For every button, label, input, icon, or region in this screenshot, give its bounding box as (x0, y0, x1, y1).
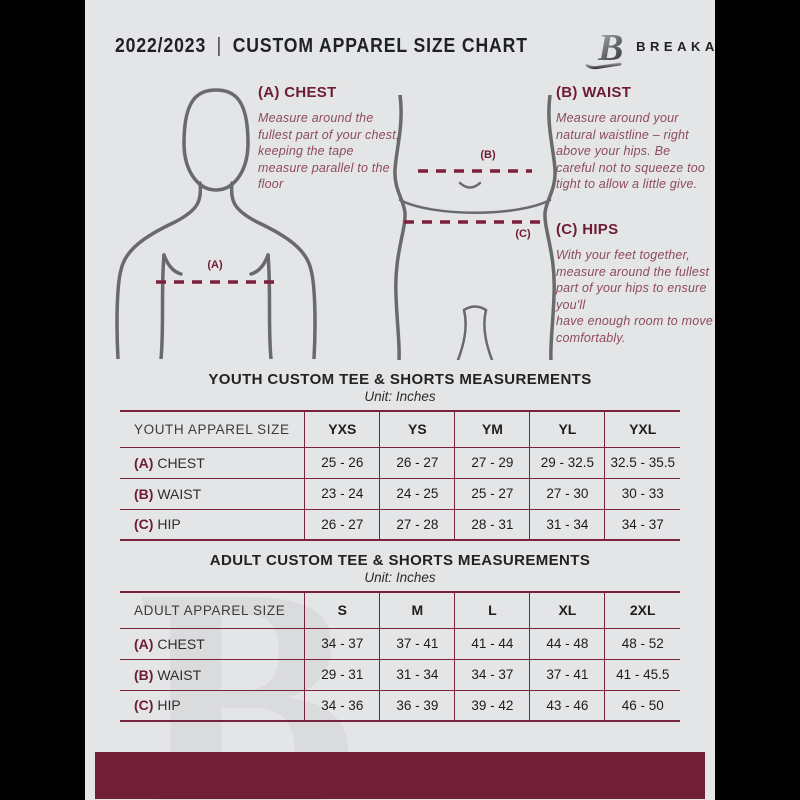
row-tag: (B) (134, 485, 154, 502)
measurement-guide: (A) (B) (C) (A) CHEST Measure around the… (85, 75, 715, 365)
table-row: (B) WAIST 29 - 31 31 - 34 34 - 37 37 - 4… (120, 659, 680, 690)
cell-value: 37 - 41 (379, 628, 455, 659)
table-row: (A) CHEST 34 - 37 37 - 41 41 - 44 44 - 4… (120, 628, 680, 659)
title-divider: | (216, 35, 223, 57)
waist-hips-figure (393, 95, 557, 360)
cell-value: 34 - 36 (304, 690, 380, 721)
torso-chest-figure (115, 88, 317, 359)
youth-table-title: YOUTH CUSTOM TEE & SHORTS MEASUREMENTS (208, 371, 592, 388)
row-label: CHEST (157, 454, 205, 471)
cell-value: 34 - 37 (604, 509, 680, 540)
youth-col-header: YOUTH APPAREL SIZE (134, 421, 290, 437)
cell-value: 28 - 31 (454, 509, 530, 540)
cell-value: 26 - 27 (304, 509, 380, 540)
cell-value: 31 - 34 (529, 509, 605, 540)
table-row: (C) HIP 34 - 36 36 - 39 39 - 42 43 - 46 … (120, 690, 680, 721)
title-text: CUSTOM APPAREL SIZE CHART (232, 35, 528, 57)
cell-value: 41 - 45.5 (604, 659, 680, 690)
chest-heading: (A) CHEST (258, 84, 337, 101)
youth-section: YOUTH CUSTOM TEE & SHORTS MEASUREMENTS U… (85, 371, 715, 541)
cell-value: 26 - 27 (379, 447, 455, 478)
brand-name: BREAKAWAY (636, 39, 715, 54)
adult-col-header: ADULT APPAREL SIZE (134, 602, 286, 618)
youth-table-unit: Unit: Inches (364, 389, 436, 404)
waist-line-tag: (B) (480, 149, 496, 161)
svg-text:B: B (597, 27, 623, 69)
adult-table-unit: Unit: Inches (364, 570, 436, 585)
row-label: CHEST (157, 635, 205, 652)
waist-description: Measure around your natural waistline – … (556, 111, 706, 191)
cell-value: 46 - 50 (604, 690, 680, 721)
header: 2022/2023 | CUSTOM APPAREL SIZE CHART B BR… (85, 0, 715, 75)
row-label: WAIST (157, 666, 202, 683)
cell-value: 39 - 42 (454, 690, 530, 721)
row-label: HIP (157, 697, 181, 714)
hips-line-tag: (C) (515, 228, 531, 240)
chest-line-tag: (A) (207, 259, 223, 271)
table-row: (A) CHEST 25 - 26 26 - 27 27 - 29 29 - 3… (120, 447, 680, 478)
title-year: 2022/2023 (115, 35, 207, 57)
cell-value: 37 - 41 (529, 659, 605, 690)
footer-bar (95, 752, 705, 799)
cell-value: 34 - 37 (454, 659, 530, 690)
cell-value: 24 - 25 (379, 478, 455, 509)
adult-col-header: XL (529, 592, 605, 628)
row-tag: (A) (134, 454, 154, 471)
breakaway-logo-icon: B (585, 27, 624, 69)
cell-value: 31 - 34 (379, 659, 455, 690)
row-tag: (B) (134, 666, 154, 683)
size-chart-page: B 2022/2023 | CUSTOM APPAREL SIZE CHART B … (85, 0, 715, 800)
cell-value: 36 - 39 (379, 690, 455, 721)
cell-value: 44 - 48 (529, 628, 605, 659)
row-label: HIP (157, 516, 181, 533)
cell-value: 27 - 29 (454, 447, 530, 478)
cell-value: 29 - 31 (304, 659, 380, 690)
cell-value: 34 - 37 (304, 628, 380, 659)
hips-heading: (C) HIPS (556, 221, 619, 238)
adult-col-header: M (379, 592, 455, 628)
cell-value: 41 - 44 (454, 628, 530, 659)
adult-col-header: 2XL (604, 592, 680, 628)
cell-value: 43 - 46 (529, 690, 605, 721)
youth-col-header: YM (454, 411, 530, 447)
cell-value: 25 - 26 (304, 447, 380, 478)
table-row: (B) WAIST 23 - 24 24 - 25 25 - 27 27 - 3… (120, 478, 680, 509)
adult-section: ADULT CUSTOM TEE & SHORTS MEASUREMENTS U… (85, 552, 715, 722)
brand-block: B BREAKAWAY (584, 24, 715, 70)
cell-value: 27 - 28 (379, 509, 455, 540)
cell-value: 29 - 32.5 (529, 447, 605, 478)
cell-value: 25 - 27 (454, 478, 530, 509)
cell-value: 32.5 - 35.5 (604, 447, 680, 478)
adult-col-header: L (454, 592, 530, 628)
row-label: WAIST (157, 485, 202, 502)
page-title: 2022/2023 | CUSTOM APPAREL SIZE CHART (115, 35, 528, 58)
adult-header-row: ADULT APPAREL SIZE S M L XL 2XL (120, 592, 680, 628)
cell-value: 30 - 33 (604, 478, 680, 509)
youth-header-row: YOUTH APPAREL SIZE YXS YS YM YL YXL (120, 411, 680, 447)
cell-value: 48 - 52 (604, 628, 680, 659)
adult-col-header: S (304, 592, 380, 628)
cell-value: 23 - 24 (304, 478, 380, 509)
youth-size-table: YOUTH APPAREL SIZE YXS YS YM YL YXL (A) … (120, 410, 680, 541)
cell-value: 27 - 30 (529, 478, 605, 509)
youth-col-header: YL (529, 411, 605, 447)
chest-description: Measure around the fullest part of your … (258, 111, 400, 191)
row-tag: (C) (134, 697, 154, 714)
adult-size-table: ADULT APPAREL SIZE S M L XL 2XL (A) CHES… (120, 591, 680, 722)
row-tag: (C) (134, 516, 154, 533)
hips-description: With your feet together, measure around … (556, 248, 713, 345)
adult-table-title: ADULT CUSTOM TEE & SHORTS MEASUREMENTS (209, 552, 591, 569)
waist-heading: (B) WAIST (556, 84, 632, 101)
row-tag: (A) (134, 635, 154, 652)
youth-col-header: YXL (604, 411, 680, 447)
table-row: (C) HIP 26 - 27 27 - 28 28 - 31 31 - 34 … (120, 509, 680, 540)
youth-col-header: YS (379, 411, 455, 447)
youth-col-header: YXS (304, 411, 380, 447)
